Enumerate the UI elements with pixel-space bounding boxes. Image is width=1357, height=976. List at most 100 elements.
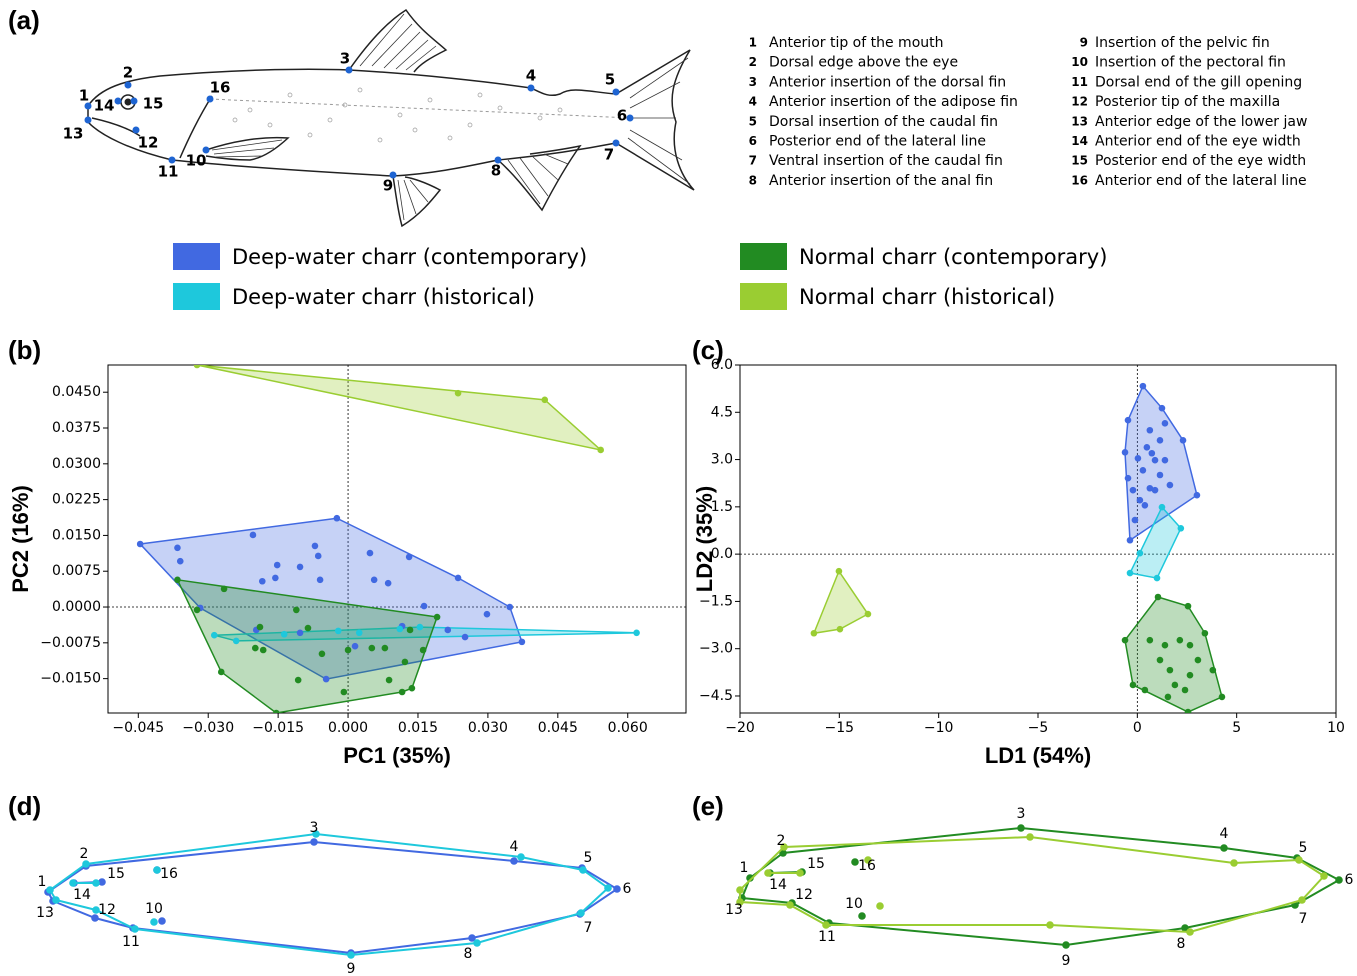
x-tick-label: −0.045 <box>112 720 164 736</box>
landmark-number: 10 <box>1071 55 1088 69</box>
dorsal-fin <box>349 10 446 72</box>
point <box>455 575 462 582</box>
plot-frame <box>740 365 1336 713</box>
point <box>836 568 843 575</box>
point <box>297 564 304 571</box>
point <box>1137 497 1144 504</box>
landmark-number: 6 <box>749 134 757 148</box>
point <box>1125 417 1132 424</box>
point <box>345 647 352 654</box>
point <box>221 586 228 593</box>
landmark-dot <box>347 951 355 959</box>
y-tick-label: −0.0075 <box>40 635 101 651</box>
landmark-number: 7 <box>749 154 757 168</box>
point <box>1210 667 1217 674</box>
landmark-label: 16 <box>858 858 876 874</box>
point <box>1180 437 1187 444</box>
point <box>597 447 604 454</box>
point <box>1130 682 1137 689</box>
point <box>1149 450 1156 457</box>
landmark-label: 9 <box>383 177 393 195</box>
point <box>1127 537 1134 544</box>
point <box>1127 570 1134 577</box>
landmark-dot <box>822 921 830 929</box>
point <box>305 625 312 632</box>
landmark-dot <box>736 886 744 894</box>
point <box>174 545 181 552</box>
landmark-label: 4 <box>1220 826 1229 842</box>
point <box>1147 637 1154 644</box>
tail-rays <box>628 58 690 184</box>
landmark-label: 13 <box>63 125 84 143</box>
point <box>194 607 201 614</box>
landmark-dot <box>613 89 620 96</box>
panel-label: (a) <box>8 5 40 35</box>
landmark-dot <box>577 909 585 917</box>
landmark-dot <box>1335 876 1343 884</box>
landmark-label: 4 <box>510 839 519 855</box>
legend-label: Deep-water charr (contemporary) <box>232 245 587 269</box>
landmark-dot <box>46 886 54 894</box>
landmark-label: 4 <box>526 67 536 85</box>
point <box>1142 502 1149 509</box>
landmark-label: 7 <box>584 920 593 936</box>
point <box>409 685 416 692</box>
point <box>233 638 240 645</box>
point <box>484 611 491 618</box>
landmark-label: 8 <box>1177 936 1186 952</box>
point <box>507 604 514 611</box>
point <box>260 647 267 654</box>
landmark-label: 10 <box>145 901 163 917</box>
x-tick-label: 0 <box>1133 720 1142 736</box>
point <box>1195 657 1202 664</box>
point <box>177 558 184 565</box>
landmark-dot <box>133 127 140 134</box>
x-tick-label: −10 <box>924 720 954 736</box>
point <box>1162 457 1169 464</box>
legend-label: Normal charr (contemporary) <box>799 245 1107 269</box>
landmark-dot <box>69 879 77 887</box>
landmark-description: Anterior edge of the lower jaw <box>1095 114 1307 130</box>
point <box>1202 630 1209 637</box>
point <box>1155 594 1162 601</box>
landmark-dot <box>1295 856 1303 864</box>
y-tick-label: −3.0 <box>699 641 733 657</box>
point <box>252 645 259 652</box>
point <box>1157 437 1164 444</box>
landmark-dot <box>764 869 772 877</box>
landmark-dot <box>92 879 100 887</box>
point <box>257 624 264 631</box>
y-tick-label: 0.0450 <box>52 384 101 400</box>
landmark-label: 3 <box>1017 806 1026 822</box>
landmark-label: 12 <box>795 887 813 903</box>
y-tick-label: 4.5 <box>711 404 733 420</box>
point <box>1144 444 1151 451</box>
point <box>633 630 640 637</box>
landmark-description: Insertion of the pectoral fin <box>1095 55 1286 71</box>
pelvic-fin <box>393 176 440 226</box>
point <box>272 575 279 582</box>
point <box>1165 694 1172 701</box>
landmark-dot <box>473 939 481 947</box>
landmark-description: Anterior end of the eye width <box>1095 134 1301 150</box>
x-tick-label: −0.015 <box>252 720 304 736</box>
x-tick-label: 0.045 <box>538 720 578 736</box>
landmark-dot <box>158 917 166 925</box>
x-tick-label: 10 <box>1327 720 1345 736</box>
landmark-number: 2 <box>749 55 757 69</box>
landmark-label: 15 <box>107 866 125 882</box>
y-tick-label: −4.5 <box>699 688 733 704</box>
figure: (a) (b) (c) (d) (e) 1Anterior tip of the… <box>0 0 1357 976</box>
landmark-description: Anterior tip of the mouth <box>769 35 944 51</box>
point <box>1159 405 1166 412</box>
landmark-label: 10 <box>186 152 207 170</box>
x-tick-label: −15 <box>825 720 855 736</box>
landmark-label: 8 <box>464 946 473 962</box>
x-axis-label: PC1 (35%) <box>343 743 451 768</box>
landmark-label: 7 <box>604 146 614 164</box>
landmark-label: 6 <box>617 107 627 125</box>
point <box>837 626 844 633</box>
point <box>1137 550 1144 557</box>
y-tick-label: 0.0075 <box>52 563 101 579</box>
landmark-label: 1 <box>38 874 47 890</box>
